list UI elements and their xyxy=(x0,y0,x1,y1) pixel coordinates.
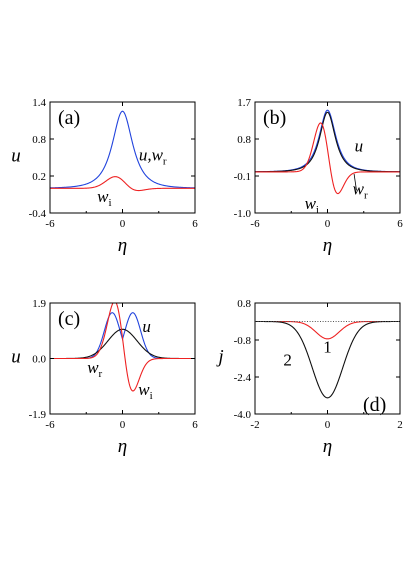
y-tick-label: 1.9 xyxy=(32,298,46,310)
x-tick-label: 0 xyxy=(120,419,126,431)
series-line-2 xyxy=(255,320,400,399)
panel-label: (c) xyxy=(58,308,80,330)
panel-3: -2 0 2 0.8 -0.8 -2.4 -4.0 η j (d) 1 2 xyxy=(215,298,402,457)
y-tick-label: -1.0 xyxy=(234,208,252,220)
curve-annotation: wi xyxy=(97,187,111,209)
panel-label: (a) xyxy=(58,107,80,129)
curve-annotation: u xyxy=(142,317,151,336)
panel-1: -6 0 6 1.7 0.8 -0.1 -1.0 η (b) u wr wi xyxy=(234,97,404,256)
series-line-w_r xyxy=(255,111,400,173)
y-tick-label: 0.8 xyxy=(32,134,46,146)
y-tick-label: 1.4 xyxy=(32,97,46,109)
y-tick-label: 0.8 xyxy=(237,134,251,146)
y-tick-label: -0.1 xyxy=(234,171,251,183)
panel-label: (d) xyxy=(363,394,386,416)
curve-annotation: 1 xyxy=(323,338,332,357)
x-tick-label: 6 xyxy=(397,218,403,230)
panel-2: -6 0 6 1.9 0.0 -1.9 η u (c) u wr wi xyxy=(11,298,198,457)
x-tick-label: 0 xyxy=(120,218,126,230)
annotation-subscript: r xyxy=(364,190,368,202)
annotation-subscript: r xyxy=(99,368,103,380)
series-line-w_i xyxy=(255,122,400,195)
y-tick-label: 0.2 xyxy=(32,171,46,183)
y-axis-label: j xyxy=(215,347,223,368)
x-tick-label: -6 xyxy=(250,218,260,230)
curve-annotation: u,wr xyxy=(139,146,167,168)
panel-label: (b) xyxy=(263,107,286,129)
x-tick-label: 6 xyxy=(192,218,198,230)
y-tick-label: 0.8 xyxy=(237,298,251,310)
y-tick-label: 1.7 xyxy=(237,97,251,109)
annotation-pointer xyxy=(353,173,357,191)
curve-annotation: wi xyxy=(305,194,319,216)
y-axis-label: u xyxy=(11,347,21,368)
annotation-subscript: i xyxy=(109,197,112,209)
curve-annotation: wr xyxy=(87,358,102,380)
x-axis-label: η xyxy=(118,235,127,256)
panel-0: -6 0 6 1.4 0.8 0.2 -0.4 η u (a) u,wr wi xyxy=(11,97,198,256)
y-axis-label: u xyxy=(11,146,21,167)
x-tick-label: 6 xyxy=(192,419,198,431)
curve-annotation: u xyxy=(355,136,364,155)
x-tick-label: 0 xyxy=(325,419,331,431)
annotation-subscript: i xyxy=(150,390,153,402)
x-tick-label: -2 xyxy=(250,419,259,431)
series-line-w_i xyxy=(50,176,195,192)
y-tick-label: -4.0 xyxy=(234,409,252,421)
series-line-1 xyxy=(255,320,400,340)
y-tick-label: -2.4 xyxy=(234,372,252,384)
curve-annotation: wi xyxy=(138,380,152,402)
series-line-u,w_r xyxy=(50,110,195,189)
y-tick-label: -0.8 xyxy=(234,335,252,347)
x-axis-label: η xyxy=(118,436,127,457)
x-tick-label: 2 xyxy=(397,419,403,431)
y-tick-label: -0.4 xyxy=(29,208,47,220)
y-tick-label: 0.0 xyxy=(32,354,46,366)
x-axis-label: η xyxy=(323,436,332,457)
x-tick-label: -6 xyxy=(45,218,55,230)
annotation-subscript: r xyxy=(163,156,167,168)
curve-annotation: 2 xyxy=(283,350,292,369)
annotation-subscript: i xyxy=(316,204,319,216)
x-tick-label: -6 xyxy=(45,419,55,431)
x-axis-label: η xyxy=(323,235,332,256)
curve-annotation: wr xyxy=(353,180,368,202)
x-tick-label: 0 xyxy=(325,218,331,230)
series-line-w_i xyxy=(50,303,195,392)
y-tick-label: -1.9 xyxy=(29,409,47,421)
